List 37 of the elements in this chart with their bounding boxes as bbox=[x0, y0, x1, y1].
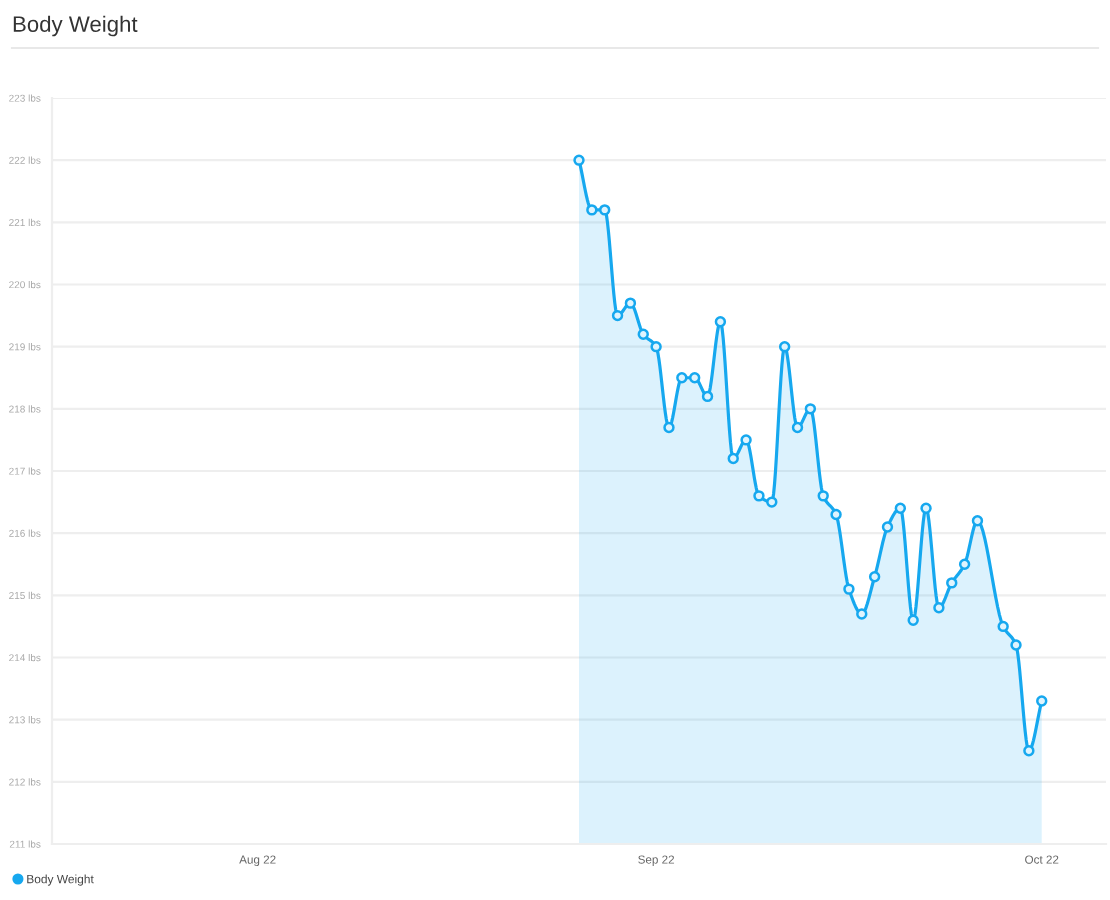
point bbox=[791, 421, 804, 434]
point bbox=[676, 372, 688, 384]
point bbox=[1036, 695, 1048, 707]
point bbox=[740, 434, 752, 446]
point bbox=[958, 558, 971, 570]
point bbox=[624, 297, 637, 309]
point bbox=[727, 452, 739, 465]
point bbox=[611, 309, 624, 322]
point bbox=[753, 490, 765, 502]
point bbox=[894, 502, 907, 514]
point bbox=[663, 421, 675, 434]
point bbox=[830, 508, 842, 521]
point bbox=[907, 614, 919, 626]
point bbox=[599, 204, 611, 216]
point bbox=[688, 372, 701, 384]
chart-title: Body Weight bbox=[13, 15, 138, 37]
point bbox=[637, 328, 649, 340]
point bbox=[573, 154, 585, 166]
point bbox=[1023, 745, 1035, 757]
point bbox=[650, 340, 662, 353]
point bbox=[946, 577, 958, 589]
point bbox=[933, 602, 945, 614]
point bbox=[920, 502, 932, 514]
point bbox=[881, 521, 894, 533]
point bbox=[778, 340, 791, 353]
point bbox=[868, 570, 881, 583]
point bbox=[971, 515, 984, 527]
point bbox=[804, 403, 817, 415]
point bbox=[856, 608, 868, 620]
point bbox=[714, 316, 727, 328]
point bbox=[701, 390, 714, 403]
point bbox=[997, 620, 1009, 633]
point bbox=[843, 583, 855, 595]
point bbox=[1010, 639, 1022, 651]
point bbox=[766, 496, 778, 508]
point bbox=[817, 490, 829, 502]
point bbox=[586, 204, 598, 216]
